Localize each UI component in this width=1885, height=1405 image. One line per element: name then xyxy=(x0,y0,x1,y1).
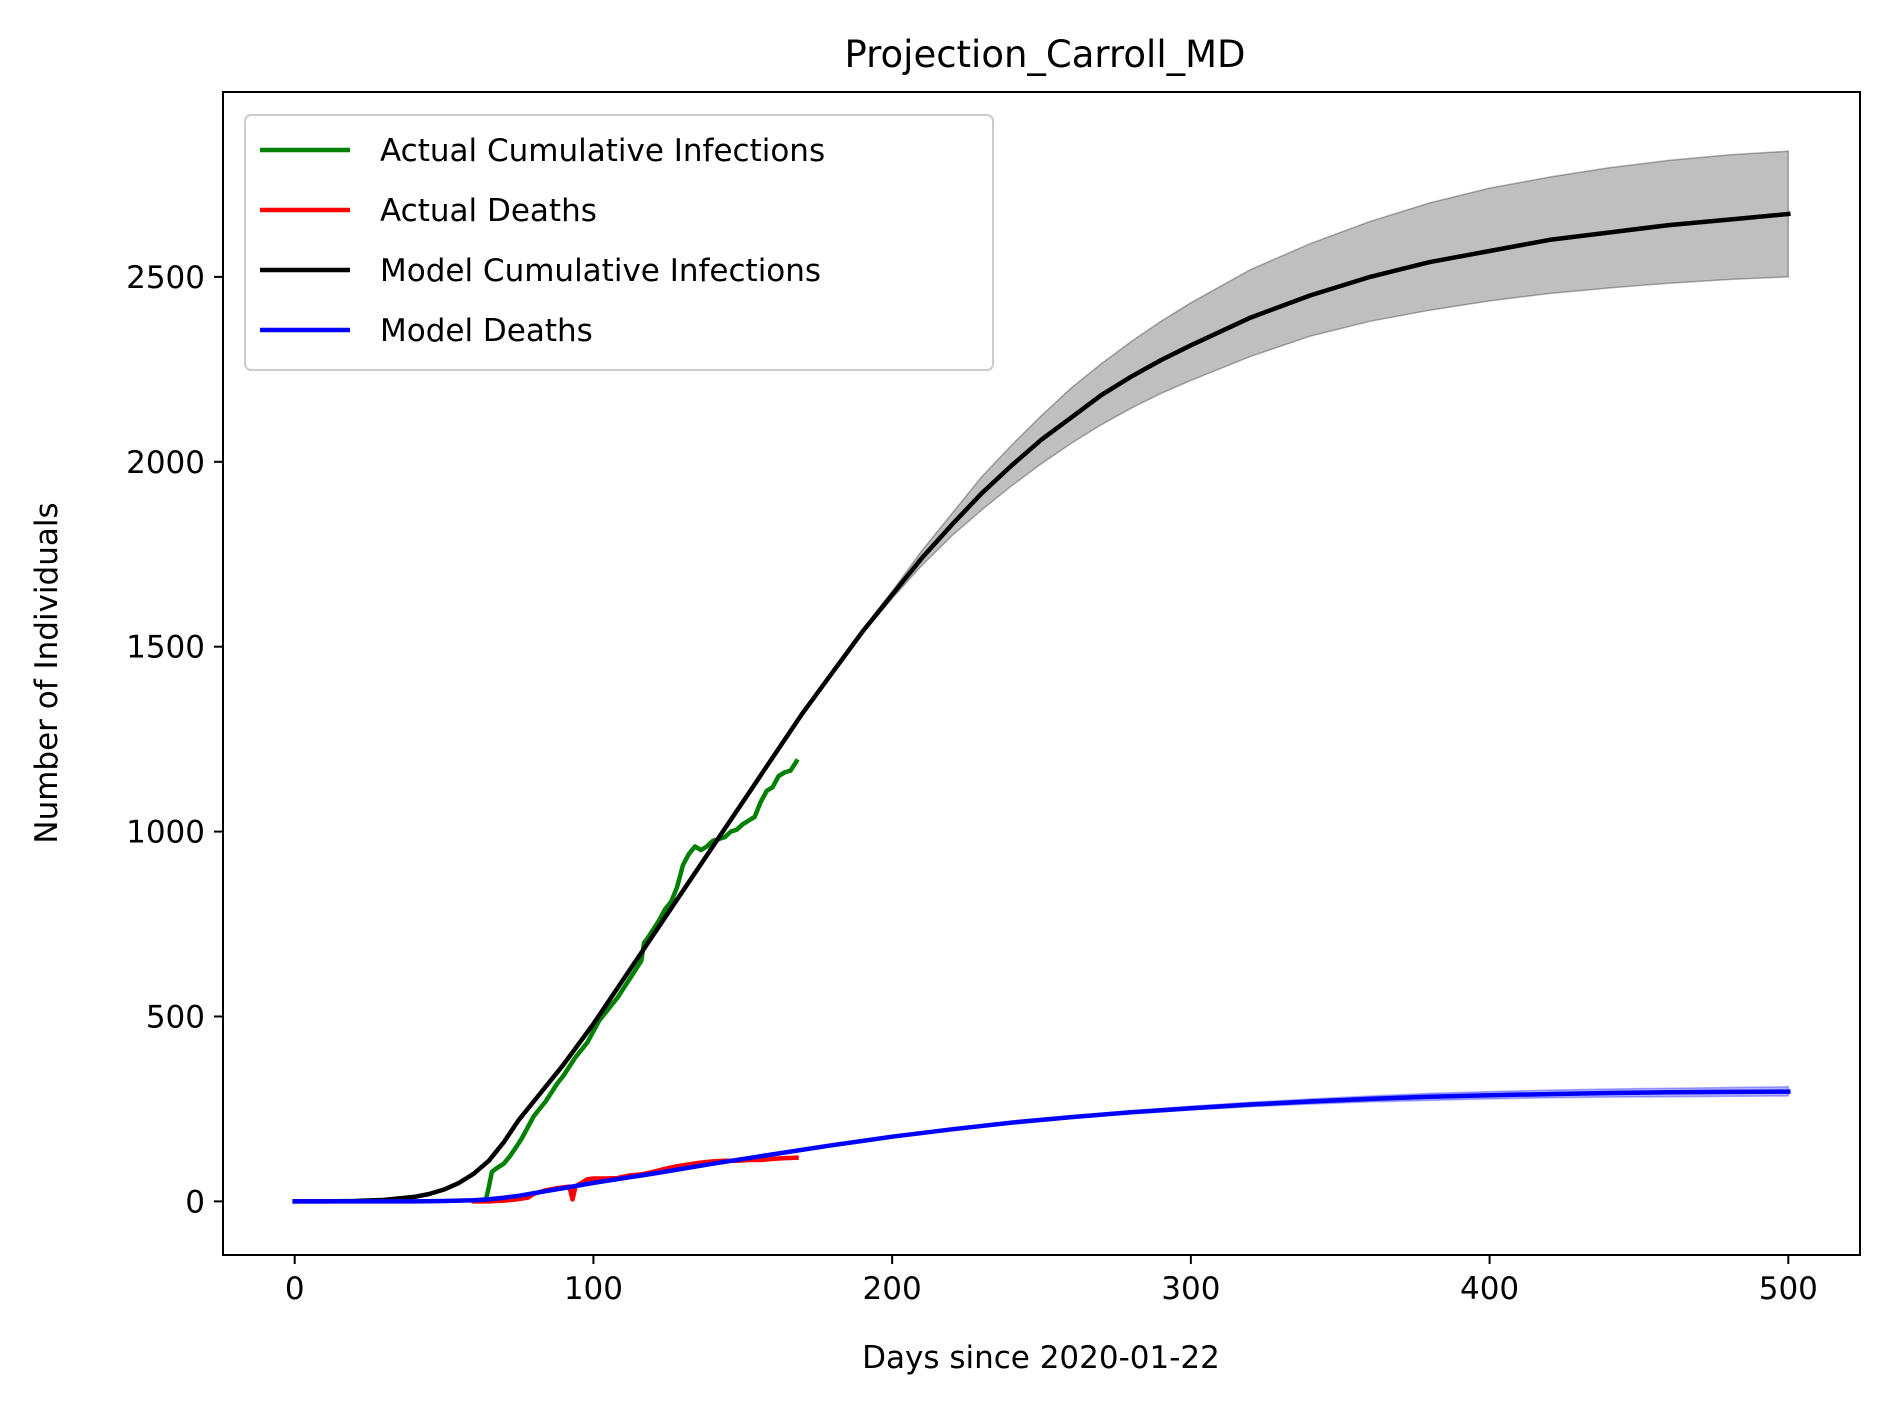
x-tick-label: 300 xyxy=(1161,1271,1220,1307)
x-tick-label: 200 xyxy=(863,1271,922,1307)
y-tick-label: 1000 xyxy=(126,815,205,851)
x-tick-label: 500 xyxy=(1759,1271,1818,1307)
y-tick-label: 2500 xyxy=(126,260,205,296)
y-axis-label: Number of Individuals xyxy=(29,502,65,843)
x-tick-label: 100 xyxy=(564,1271,623,1307)
x-tick-label: 400 xyxy=(1460,1271,1519,1307)
legend-items: Actual Cumulative Infections Actual Death… xyxy=(260,133,825,349)
plot-area-frame xyxy=(222,91,1861,1256)
actual-cumulative-infections-line xyxy=(483,758,800,1203)
model-cumulative-infections-line xyxy=(292,211,1791,1204)
x-axis-label: Days since 2020-01-22 xyxy=(862,1340,1220,1376)
legend-label-actual-cumulative-infections: Actual Cumulative Infections xyxy=(380,133,825,169)
y-tick-label: 0 xyxy=(185,1184,205,1220)
chart-title: Projection_Carroll_MD xyxy=(844,33,1245,76)
x-tick-label: 0 xyxy=(285,1271,305,1307)
y-tick-label: 500 xyxy=(146,999,205,1035)
model-deaths-line xyxy=(292,1089,1791,1204)
legend: Actual Cumulative Infections Actual Death… xyxy=(244,114,994,371)
series-lines xyxy=(292,211,1791,1204)
x-axis-ticks: 0 100 200 300 400 500 xyxy=(285,1255,1818,1307)
legend-label-model-cumulative-infections: Model Cumulative Infections xyxy=(380,253,821,289)
y-tick-label: 1500 xyxy=(126,630,205,666)
legend-label-actual-deaths: Actual Deaths xyxy=(380,193,597,229)
legend-label-model-deaths: Model Deaths xyxy=(380,313,593,349)
legend-box xyxy=(244,114,994,371)
y-axis-ticks: 0 500 1000 1500 2000 2500 xyxy=(126,260,223,1220)
y-tick-label: 2000 xyxy=(126,445,205,481)
